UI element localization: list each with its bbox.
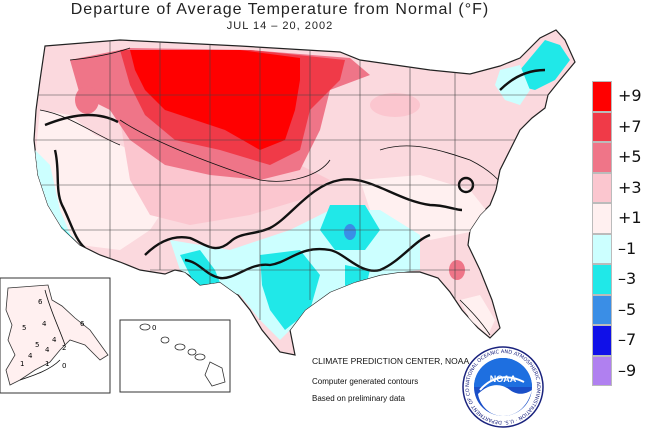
credit-preliminary-data: Based on preliminary data (312, 394, 405, 403)
legend-swatch (592, 294, 612, 325)
state-boundaries (34, 40, 560, 320)
legend-swatch (592, 203, 612, 234)
legend-label: +1 (618, 208, 642, 227)
alaska-contour-label: 5 (35, 341, 39, 349)
map-legend: +9 +7 +5 +3 +1 –1 –3 –5 –7 –9 (592, 81, 659, 386)
zero-contour-south (144, 178, 463, 256)
zone-plus1-florida (460, 295, 495, 335)
legend-item-minus5: –5 (592, 294, 659, 325)
legend-label: +7 (618, 116, 642, 136)
alaska-contour-label: 6 (38, 298, 43, 306)
zero-contour-west (53, 149, 86, 249)
zone-minus1-california (35, 150, 75, 250)
alaska-contour-label: 1 (45, 360, 49, 368)
zero-contour-northeast (499, 68, 546, 91)
zone-plus9-core (130, 50, 300, 150)
legend-label: –1 (618, 238, 637, 258)
legend-swatch (592, 81, 612, 112)
legend-swatch (592, 111, 612, 142)
legend-label: +3 (618, 177, 642, 197)
noaa-logo: NOAA NATIONAL OCEANIC AND ATMOSPHERIC AD… (462, 346, 544, 428)
noaa-logo-text: NOAA (490, 374, 517, 384)
legend-label: +5 (618, 147, 642, 166)
legend-item-plus1: +1 (592, 203, 659, 234)
legend-swatch (592, 325, 612, 356)
legend-item-minus1: –1 (592, 233, 659, 264)
legend-item-minus3: –3 (592, 264, 659, 295)
legend-item-plus7: +7 (592, 111, 659, 142)
alaska-contour-label: 2 (62, 344, 66, 352)
alaska-contour-label: 4 (28, 352, 33, 360)
credit-computer-contours: Computer generated contours (312, 377, 419, 386)
legend-swatch (592, 172, 612, 203)
legend-label: –9 (618, 360, 637, 380)
zone-minus5-arkansas (344, 224, 356, 240)
legend-swatch (592, 233, 612, 264)
zone-minus3-maine (515, 40, 570, 90)
zone-plus7-idaho (75, 86, 99, 114)
zero-contour-southwest (184, 233, 431, 280)
legend-item-plus3: +3 (592, 172, 659, 203)
alaska-contour-label: 4 (52, 336, 57, 344)
legend-label: +9 (618, 86, 642, 105)
legend-item-plus9: +9 (592, 81, 659, 112)
alaska-contour-label: 4 (42, 320, 47, 328)
map-title: Departure of Average Temperature from No… (70, 1, 490, 18)
hawaii-contour-label: 0 (152, 324, 156, 332)
map-date-range: JUL 14 – 20, 2002 (226, 20, 334, 32)
zone-plus5-michigan (370, 93, 420, 117)
legend-swatch (592, 142, 612, 173)
legend-item-minus9: –9 (592, 355, 659, 386)
alaska-contour-label: 6 (80, 320, 85, 328)
alaska-contour-label: 4 (45, 346, 50, 354)
legend-label: –3 (618, 269, 637, 288)
legend-swatch (592, 355, 612, 386)
credit-center: CLIMATE PREDICTION CENTER, NOAA (312, 356, 470, 366)
alaska-contour-label: 1 (20, 360, 24, 368)
alaska-contour-label: 5 (22, 324, 26, 332)
alaska-contour-label: 0 (62, 362, 66, 370)
alaska-outline (5, 284, 109, 386)
legend-item-minus7: –7 (592, 325, 659, 356)
legend-label: –7 (618, 330, 637, 349)
alaska-inset: 6 5 4 4 5 4 2 4 1 0 1 6 (0, 277, 111, 394)
legend-label: –5 (618, 299, 637, 319)
zero-contour-northwest (44, 113, 119, 127)
zone-plus1-west (35, 110, 170, 250)
legend-swatch (592, 264, 612, 295)
hawaii-inset: 0 (119, 319, 231, 393)
legend-item-plus5: +5 (592, 142, 659, 173)
